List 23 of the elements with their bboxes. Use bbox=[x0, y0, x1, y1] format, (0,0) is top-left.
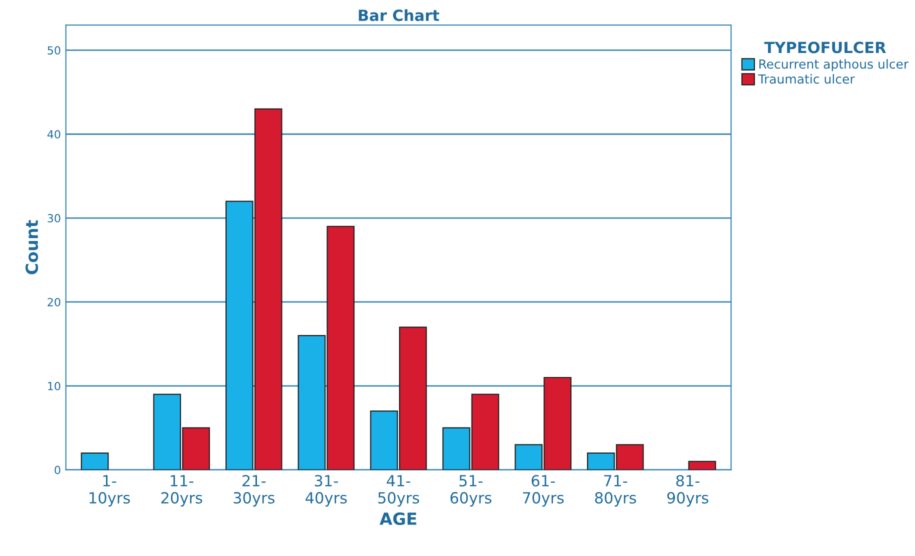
x-tick-label: 1- 10yrs bbox=[90, 475, 130, 507]
y-tick-label: 0 bbox=[54, 466, 60, 474]
legend-title: TYPEOFULCER bbox=[764, 42, 886, 54]
x-tick-label: 61- 70yrs bbox=[522, 474, 564, 507]
bar bbox=[688, 460, 716, 470]
x-tick-label: 11- 20yrs bbox=[161, 475, 202, 507]
y-tick-label: 20 bbox=[48, 298, 60, 306]
y-axis-title: Count bbox=[25, 220, 38, 274]
legend-label: Traumatic ulcer bbox=[758, 74, 855, 84]
legend-label: Recurrent apthous ulcer bbox=[759, 59, 909, 72]
x-tick-label: 41- 50yrs bbox=[378, 475, 420, 507]
x-tick-label: 21- 30yrs bbox=[234, 474, 274, 507]
x-tick-label: 81- 90yrs bbox=[667, 474, 708, 507]
bar bbox=[80, 452, 109, 470]
x-tick-label: 31- 40yrs bbox=[306, 474, 347, 507]
y-tick-label: 30 bbox=[48, 214, 60, 222]
chart-title: Bar Chart bbox=[358, 9, 440, 22]
x-axis-title: AGE bbox=[380, 512, 416, 526]
y-tick-label: 10 bbox=[48, 382, 60, 390]
x-tick-label: 71- 80yrs bbox=[595, 475, 636, 507]
y-tick-label: 50 bbox=[48, 46, 60, 55]
x-tick-label: 51- 60yrs bbox=[450, 475, 492, 507]
y-tick-label: 40 bbox=[47, 130, 60, 138]
